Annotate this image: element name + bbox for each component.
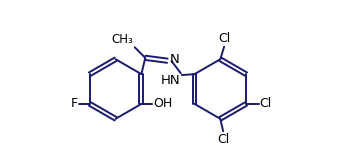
Text: CH₃: CH₃ (111, 33, 133, 46)
Text: N: N (169, 53, 179, 66)
Text: Cl: Cl (260, 97, 272, 110)
Text: OH: OH (153, 97, 172, 110)
Text: Cl: Cl (218, 32, 231, 45)
Text: Cl: Cl (217, 133, 229, 146)
Text: F: F (71, 97, 78, 110)
Text: HN: HN (161, 74, 180, 86)
